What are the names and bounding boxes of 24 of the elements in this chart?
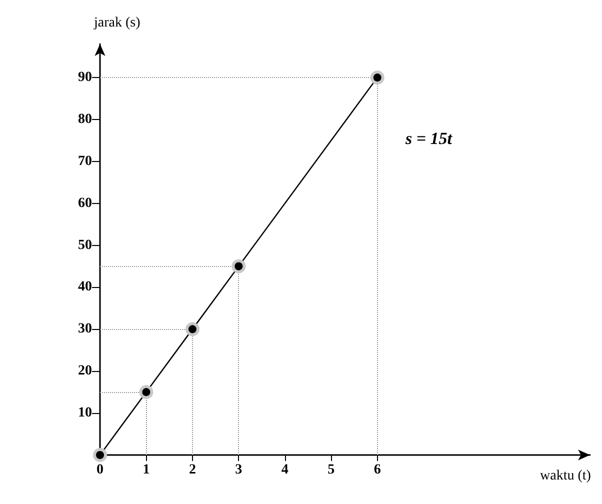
point	[139, 385, 154, 400]
x-tick-label: 6	[374, 462, 381, 478]
y-tick-label: 40	[78, 280, 92, 295]
y-tick-label: 50	[78, 238, 92, 253]
point	[185, 322, 200, 336]
point	[232, 259, 246, 274]
x-tick-label: 2	[188, 462, 196, 478]
point	[370, 70, 384, 85]
y-tick-label: 70	[78, 154, 92, 169]
y-tick-label: 10	[78, 406, 92, 421]
y-tick-label: 90	[78, 70, 92, 86]
point	[93, 448, 107, 462]
x-tick-label: 1	[142, 462, 150, 478]
annotation: s = 15t	[404, 129, 454, 148]
y-tick-label: 60	[78, 196, 92, 211]
x-tick-label: 3	[235, 462, 242, 478]
y-tick-label: 20	[78, 364, 92, 379]
y-tick-label: 80	[78, 112, 92, 127]
y-tick-label: 30	[78, 322, 92, 337]
x-tick-label: 5	[328, 462, 335, 478]
x-tick-label: 4	[281, 462, 288, 478]
x-axis-title: waktu (t)	[540, 468, 592, 484]
x-tick-label: 0	[96, 462, 104, 478]
y-axis-title: jarak (s)	[93, 16, 141, 30]
